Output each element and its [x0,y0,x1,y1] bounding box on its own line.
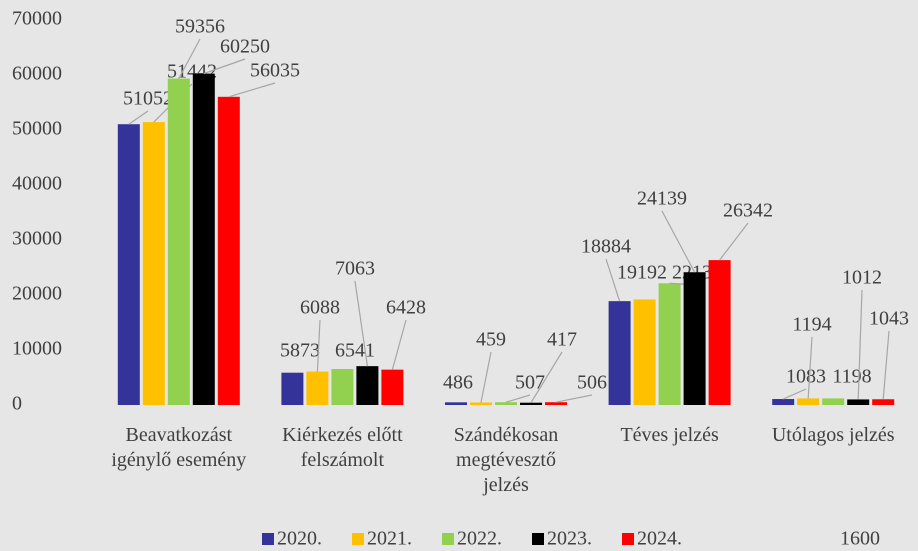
leader-line [480,351,492,403]
legend-label: 2021. [367,528,412,550]
leader-line [228,82,276,98]
legend-swatch [532,533,544,545]
bar [306,371,329,405]
leader-line [719,222,749,261]
leader-line [391,319,407,370]
bar [847,399,870,405]
bar [217,96,240,406]
data-label: 459 [476,329,506,351]
x-tick-label: Beavatkozást igénylő esemény [111,424,247,471]
y-tick-label: 0 [12,393,22,415]
y-tick-label: 30000 [12,228,62,250]
data-label: 26342 [723,200,773,222]
leader-line [354,280,368,367]
data-label: 7063 [335,258,375,280]
bar [495,402,517,405]
bar [331,369,354,405]
bar [545,402,567,405]
bar [608,301,631,405]
leader-line [505,394,531,403]
leader-line [555,394,593,403]
leader-line [882,330,890,400]
x-tick-label: Utólagos jelzés [771,424,895,446]
bar [872,399,895,405]
data-label: 507 [515,372,545,394]
y-tick-label: 40000 [12,173,62,195]
bar [822,398,845,405]
legend-label: 2020. [277,528,322,550]
data-label: 6428 [386,297,426,319]
bar [445,402,467,405]
leader-line [316,319,321,372]
legend-swatch [262,533,274,545]
data-label: 60250 [220,36,270,58]
data-label: 56035 [250,60,300,82]
legend-swatch [352,533,364,545]
data-label: 51052 [123,88,173,110]
y-tick-label: 60000 [12,63,62,85]
leader-line [857,289,863,400]
data-label: 18884 [581,236,631,258]
bar [356,366,379,405]
data-label: 1043 [869,308,909,330]
leader-line [661,210,696,273]
x-tick-label: Kiérkezés előtt felszámolt [282,424,403,471]
x-tick-label: Szándékosan megtévesztő jelzés [453,424,559,496]
legend-label: 2024. [637,528,682,550]
data-label: 5873 [280,340,320,362]
bar [683,272,706,405]
leader-line [782,388,807,400]
legend-swatch [622,533,634,545]
annotation: 1600 [840,528,880,550]
data-label: 1194 [792,314,831,336]
leader-line [530,351,563,404]
y-tick-label: 20000 [12,283,62,305]
bar [633,299,656,405]
data-label: 59356 [175,16,225,38]
data-label: 1083 [786,366,826,388]
data-label: 6541 [335,340,375,362]
bar [381,369,404,405]
bar [117,124,140,406]
bar [192,73,215,405]
data-label: 24139 [637,188,687,210]
leader-line [128,110,149,125]
bar [658,283,681,405]
y-tick-label: 50000 [12,118,62,140]
x-tick-label: Téves jelzés [620,424,719,446]
leader-line [605,258,621,302]
leader-line [178,38,201,79]
bar [470,402,492,405]
bar [167,78,190,406]
leader-line [203,58,246,75]
y-tick-label: 10000 [12,338,62,360]
bar [708,260,731,405]
legend-label: 2023. [547,528,592,550]
legend-label: 2022. [457,528,502,550]
legend-swatch [442,533,454,545]
data-label: 417 [547,329,577,351]
bar [281,372,304,405]
y-tick-label: 70000 [12,8,62,30]
data-label: 486 [443,372,473,394]
data-label: 1012 [842,267,882,289]
data-label: 19192 [617,262,667,284]
data-label: 6088 [300,297,340,319]
bar [797,398,820,405]
bar [520,402,542,405]
bar [142,122,165,405]
data-label: 506 [577,372,607,394]
data-label: 1198 [832,366,871,388]
leader-line [807,336,813,399]
bar [772,399,795,405]
